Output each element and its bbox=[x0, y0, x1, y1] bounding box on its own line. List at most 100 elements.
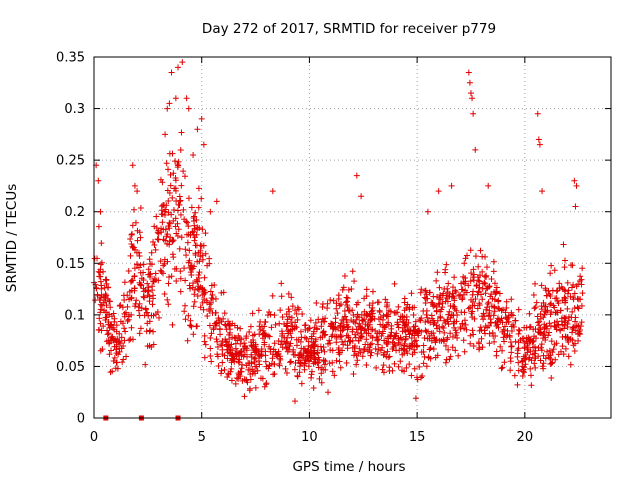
data-point bbox=[491, 338, 498, 345]
data-point bbox=[195, 272, 202, 279]
data-point bbox=[387, 333, 394, 340]
data-point bbox=[540, 299, 547, 306]
data-point bbox=[285, 290, 292, 297]
data-point bbox=[572, 314, 579, 321]
data-point bbox=[170, 254, 177, 261]
data-point bbox=[379, 322, 386, 329]
data-point bbox=[121, 279, 128, 286]
data-point bbox=[314, 349, 321, 356]
data-point bbox=[341, 313, 348, 320]
data-point bbox=[341, 273, 348, 280]
data-point bbox=[134, 227, 141, 234]
data-point bbox=[138, 275, 145, 282]
data-point bbox=[359, 317, 366, 324]
data-point bbox=[192, 209, 199, 216]
data-point bbox=[296, 354, 303, 361]
data-point bbox=[386, 353, 393, 360]
data-point bbox=[281, 338, 288, 345]
data-point bbox=[532, 347, 539, 354]
data-point bbox=[253, 347, 260, 354]
data-point bbox=[134, 188, 141, 195]
data-point bbox=[129, 162, 136, 169]
data-point bbox=[105, 319, 112, 326]
data-point bbox=[454, 334, 461, 341]
data-point bbox=[538, 306, 545, 313]
data-point bbox=[166, 100, 173, 107]
data-point bbox=[307, 317, 314, 324]
data-point bbox=[191, 291, 198, 298]
data-point bbox=[500, 326, 507, 333]
data-point bbox=[537, 330, 544, 337]
data-point bbox=[140, 288, 147, 295]
data-point bbox=[121, 325, 128, 332]
data-point bbox=[380, 352, 387, 359]
data-point bbox=[469, 298, 476, 305]
data-point bbox=[176, 193, 183, 200]
data-point bbox=[147, 270, 154, 277]
data-point bbox=[269, 188, 276, 195]
data-point bbox=[403, 364, 410, 371]
data-point bbox=[155, 236, 162, 243]
data-point bbox=[131, 273, 138, 280]
data-point bbox=[445, 321, 452, 328]
data-point bbox=[166, 238, 173, 245]
data-point bbox=[256, 361, 263, 368]
data-point bbox=[296, 363, 303, 370]
data-point bbox=[201, 296, 208, 303]
data-point bbox=[501, 338, 508, 345]
data-point bbox=[469, 327, 476, 334]
data-point bbox=[349, 344, 356, 351]
data-point bbox=[283, 345, 290, 352]
data-point bbox=[125, 313, 132, 320]
data-point bbox=[379, 366, 386, 373]
data-point bbox=[520, 335, 527, 342]
data-point bbox=[496, 306, 503, 313]
data-point bbox=[441, 317, 448, 324]
data-point bbox=[569, 308, 576, 315]
data-point bbox=[425, 328, 432, 335]
data-point bbox=[476, 301, 483, 308]
data-point bbox=[288, 358, 295, 365]
data-point bbox=[498, 365, 505, 372]
data-point bbox=[350, 312, 357, 319]
data-point bbox=[113, 343, 120, 350]
data-point bbox=[144, 320, 151, 327]
data-point bbox=[352, 320, 359, 327]
data-point bbox=[150, 238, 157, 245]
data-point bbox=[110, 358, 117, 365]
data-point bbox=[526, 310, 533, 317]
data-point bbox=[379, 316, 386, 323]
data-point bbox=[388, 329, 395, 336]
data-point bbox=[181, 173, 188, 180]
data-point bbox=[495, 297, 502, 304]
data-point bbox=[343, 321, 350, 328]
data-point bbox=[329, 347, 336, 354]
data-point bbox=[430, 321, 437, 328]
data-point bbox=[128, 241, 135, 248]
data-point bbox=[567, 361, 574, 368]
data-point bbox=[422, 327, 429, 334]
data-point bbox=[507, 367, 514, 374]
data-point bbox=[129, 222, 136, 229]
data-point bbox=[461, 260, 468, 267]
data-point bbox=[174, 232, 181, 239]
data-point bbox=[455, 292, 462, 299]
data-point bbox=[503, 305, 510, 312]
data-point bbox=[107, 322, 114, 329]
data-point bbox=[435, 300, 442, 307]
data-point bbox=[444, 298, 451, 305]
data-point bbox=[119, 359, 126, 366]
data-point bbox=[116, 348, 123, 355]
data-point bbox=[232, 380, 239, 387]
data-point bbox=[327, 346, 334, 353]
data-point bbox=[443, 292, 450, 299]
data-point bbox=[318, 347, 325, 354]
data-point bbox=[363, 286, 370, 293]
data-point bbox=[551, 267, 558, 274]
data-point bbox=[422, 318, 429, 325]
data-point bbox=[164, 187, 171, 194]
data-point bbox=[162, 226, 169, 233]
data-point bbox=[116, 302, 123, 309]
data-point bbox=[401, 295, 408, 302]
data-point bbox=[233, 375, 240, 382]
